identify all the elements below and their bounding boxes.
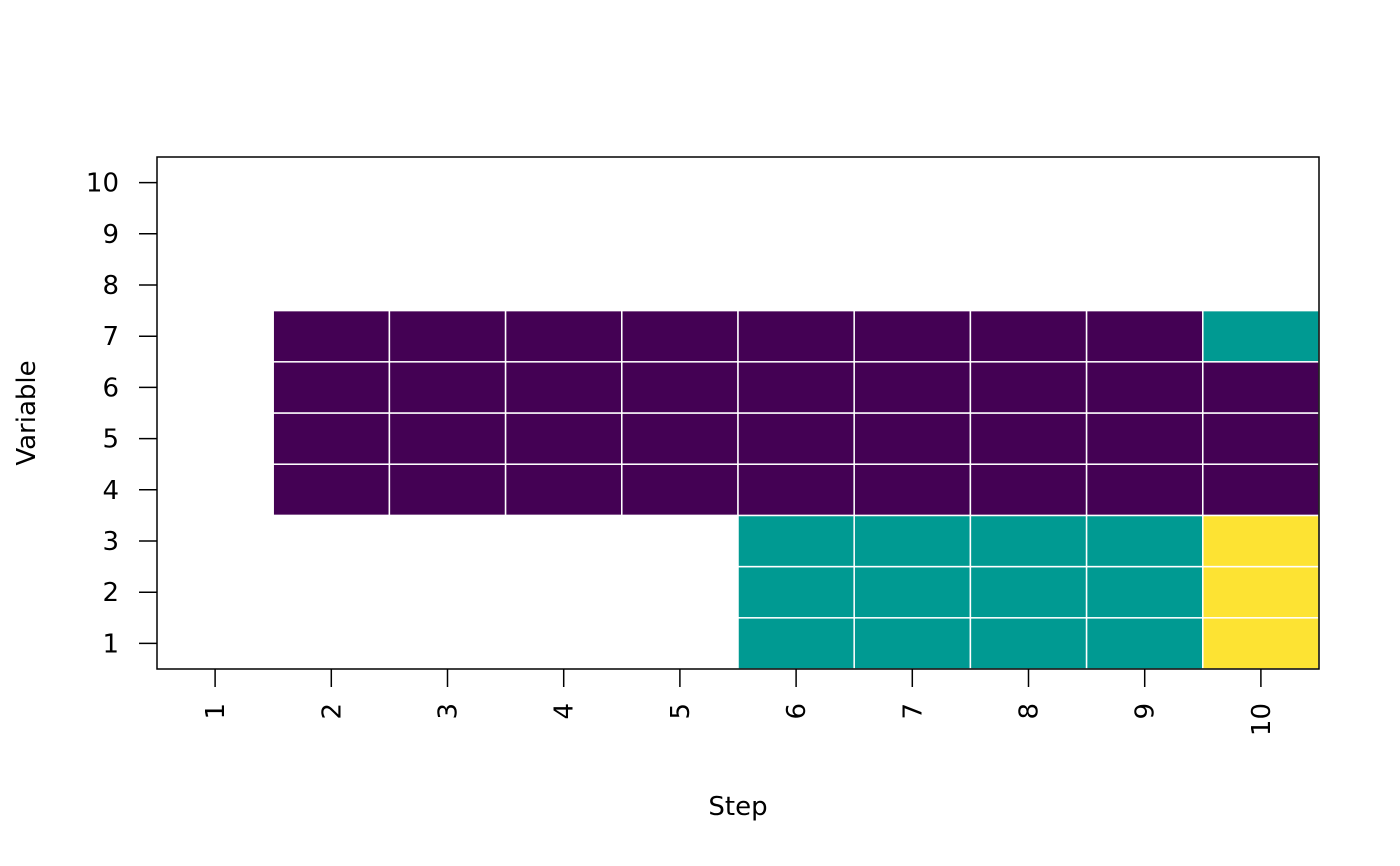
heatmap-cell	[853, 309, 972, 363]
heatmap-cell	[1202, 309, 1320, 363]
heatmap-cell	[969, 463, 1088, 517]
heatmap-cell	[853, 412, 972, 465]
heatmap-cell	[1202, 463, 1320, 517]
x-tick-label: 1	[201, 703, 231, 720]
x-tick-label: 7	[898, 703, 928, 720]
heatmap-cell	[853, 565, 972, 619]
heatmap-cell	[1085, 412, 1204, 465]
heatmap-cell	[1085, 463, 1204, 517]
heatmap-cell	[1085, 514, 1204, 568]
heatmap-cell	[1085, 361, 1204, 414]
y-tick-label: 5	[102, 425, 119, 455]
heatmap-cell	[621, 309, 739, 363]
heatmap-cell	[737, 617, 855, 670]
heatmap-cell	[621, 463, 739, 517]
x-tick-label: 6	[782, 703, 812, 720]
heatmap-cell	[504, 463, 623, 517]
y-tick-label: 10	[86, 169, 119, 199]
heatmap-cell	[737, 565, 855, 619]
heatmap-cell	[853, 514, 972, 568]
heatmap-cell	[621, 412, 739, 465]
plot-frame	[156, 156, 1320, 670]
heatmap-cell	[969, 309, 1088, 363]
x-axis: 1 2 3 4 5 6 7 8 9 10	[201, 669, 1277, 736]
y-tick-label: 3	[102, 527, 119, 557]
heatmap-cell	[504, 361, 623, 414]
heatmap-cell	[853, 617, 972, 670]
x-axis-title: Step	[708, 792, 767, 822]
y-axis-title: Variable	[12, 360, 42, 465]
y-axis: 1 2 3 4 5 6 7 8 9 10	[86, 169, 157, 659]
heatmap-cell	[969, 565, 1088, 619]
y-tick-label: 4	[102, 476, 119, 506]
heatmap-cell	[1202, 412, 1320, 465]
x-tick-label: 9	[1131, 703, 1161, 720]
heatmap-cell	[504, 412, 623, 465]
x-tick-label: 5	[666, 703, 696, 720]
x-tick-label: 10	[1247, 703, 1277, 736]
heatmap-cell	[969, 514, 1088, 568]
heatmap-cell	[388, 309, 507, 363]
heatmap-cell	[272, 463, 391, 517]
y-tick-label: 1	[102, 629, 119, 659]
heatmap-cell	[621, 361, 739, 414]
heatmap-cell	[1202, 617, 1320, 670]
heatmap-cell	[969, 361, 1088, 414]
x-tick-label: 4	[550, 703, 580, 720]
heatmap-cell	[737, 309, 855, 363]
heatmap-cell	[388, 361, 507, 414]
heatmap-cell	[737, 412, 855, 465]
y-tick-label: 8	[102, 271, 119, 301]
y-tick-label: 6	[102, 373, 119, 403]
heatmap-cell	[1202, 565, 1320, 619]
x-tick-label: 8	[1015, 703, 1045, 720]
heatmap-cell	[969, 412, 1088, 465]
heatmap-cell	[1085, 617, 1204, 670]
heatmap-cell	[388, 463, 507, 517]
y-tick-label: 2	[102, 578, 119, 608]
x-tick-label: 3	[434, 703, 464, 720]
y-tick-label: 7	[102, 322, 119, 352]
y-tick-label: 9	[102, 220, 119, 250]
heatmap-cell	[737, 463, 855, 517]
heatmap-cell	[1202, 361, 1320, 414]
heatmap-cell	[272, 361, 391, 414]
heatmap-cell	[504, 309, 623, 363]
heatmap-cell	[737, 361, 855, 414]
heatmap-cell	[1202, 514, 1320, 568]
heatmap-cell	[737, 514, 855, 568]
heatmap-cell	[853, 361, 972, 414]
heatmap-cell	[853, 463, 972, 517]
heatmap-cell	[1085, 565, 1204, 619]
heatmap-cells	[272, 309, 1320, 670]
heatmap-cell	[272, 309, 391, 363]
heatmap-cell	[1085, 309, 1204, 363]
heatmap-cell	[388, 412, 507, 465]
x-tick-label: 2	[317, 703, 347, 720]
heatmap-cell	[969, 617, 1088, 670]
heatmap-cell	[272, 412, 391, 465]
